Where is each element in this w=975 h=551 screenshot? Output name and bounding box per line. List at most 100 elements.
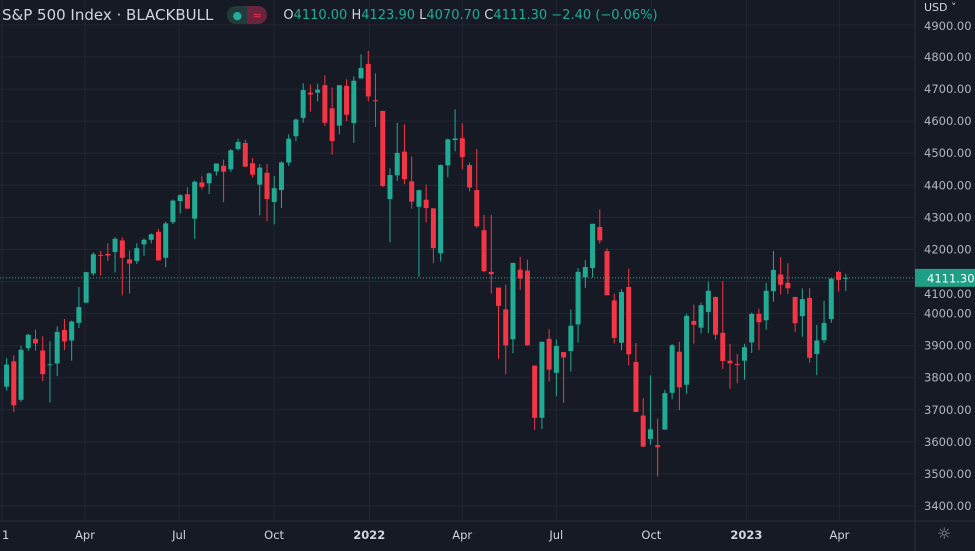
candle-body: [524, 270, 530, 346]
candle-down: [423, 184, 429, 223]
candle-body: [47, 364, 53, 366]
candle-body: [459, 138, 465, 158]
candle-body: [561, 352, 567, 358]
candle-up: [170, 199, 176, 225]
candle-up: [235, 138, 241, 151]
y-tick-label: 4500.00: [924, 146, 972, 160]
y-tick-label: 4100.00: [924, 287, 972, 301]
candle-body: [741, 347, 747, 361]
candle-up: [18, 345, 24, 402]
candle-body: [322, 85, 328, 123]
candle-body: [250, 163, 256, 175]
candle-body: [720, 332, 726, 362]
candle-up: [647, 375, 653, 445]
candle-body: [474, 190, 480, 227]
candle-up: [416, 190, 422, 277]
candle-down: [344, 79, 350, 122]
candle-body: [387, 175, 393, 200]
candle-down: [430, 208, 436, 264]
candle-up: [510, 262, 516, 354]
candle-body: [553, 345, 559, 373]
candle-down: [481, 214, 487, 273]
candle-down: [155, 228, 161, 261]
candle-body: [539, 341, 545, 418]
candle-body: [83, 272, 89, 303]
candle-up: [112, 237, 118, 273]
candle-up: [177, 194, 183, 214]
ohlc-values: O4110.00 H4123.90 L4070.70 C4111.30 −2.4…: [283, 8, 657, 23]
candle-body: [647, 429, 653, 439]
x-tick-label: Oct: [641, 528, 661, 542]
open-label: O: [283, 7, 294, 23]
close-value: 4111.30: [493, 7, 548, 23]
high-label: H: [351, 7, 362, 23]
candle-body: [336, 85, 342, 126]
low-label: L: [419, 7, 427, 23]
candle-down: [691, 304, 697, 344]
candle-up: [134, 243, 140, 264]
candle-body: [98, 254, 104, 256]
candle-down: [40, 336, 46, 382]
candle-body: [11, 361, 17, 406]
candle-down: [503, 284, 509, 375]
candle-down: [756, 308, 762, 351]
visibility-toggle[interactable]: ● ≈: [227, 6, 268, 24]
x-tick-label: Jul: [548, 528, 563, 542]
candle-up: [300, 83, 306, 123]
candle-body: [61, 329, 67, 342]
candle-up: [278, 161, 284, 209]
candle-up: [47, 341, 53, 403]
candle-up: [438, 164, 444, 262]
candle-body: [488, 271, 494, 275]
wave-icon[interactable]: ≈: [247, 6, 268, 24]
candle-down: [184, 187, 190, 209]
last-price-badge: [915, 268, 975, 287]
high-value: 4123.90: [361, 7, 415, 23]
x-tick-label: 2023: [730, 528, 762, 542]
candle-up: [684, 313, 690, 394]
candle-down: [524, 259, 530, 346]
candle-body: [727, 360, 733, 364]
candle-down: [611, 293, 617, 344]
candle-down: [546, 329, 552, 382]
candle-body: [749, 313, 755, 343]
candle-up: [749, 312, 755, 354]
candle-body: [568, 325, 574, 352]
symbol-title[interactable]: S&P 500 Index · BLACKBULL: [2, 6, 214, 24]
candle-up: [76, 286, 82, 328]
candle-down: [785, 263, 791, 294]
candle-body: [481, 230, 487, 272]
gear-icon[interactable]: ☼: [937, 524, 952, 543]
currency-selector[interactable]: USD ˅: [924, 1, 957, 14]
candle-body: [409, 181, 415, 202]
dot-icon[interactable]: ●: [227, 6, 248, 24]
candle-body: [134, 248, 140, 261]
candle-body: [756, 313, 762, 323]
candle-body: [676, 351, 682, 388]
open-value: 4110.00: [293, 7, 348, 23]
candle-body: [423, 199, 429, 209]
y-tick-label: 3900.00: [924, 339, 972, 353]
y-tick-label: 4400.00: [924, 178, 972, 192]
candle-body: [257, 167, 263, 185]
candle-body: [192, 181, 198, 219]
candle-up: [358, 54, 364, 79]
y-tick-label: 4700.00: [924, 82, 972, 96]
candle-body: [496, 287, 502, 306]
candle-up: [163, 221, 169, 268]
candle-down: [561, 352, 567, 403]
candle-body: [843, 277, 849, 279]
x-tick-label: Apr: [75, 528, 95, 542]
candle-body: [799, 299, 805, 317]
candle-body: [206, 173, 212, 184]
candle-body: [40, 350, 46, 375]
candle-down: [626, 268, 632, 366]
candle-body: [119, 240, 125, 258]
candle-up: [669, 344, 675, 400]
candle-body: [307, 92, 313, 95]
candle-up: [582, 260, 588, 288]
candle-up: [54, 326, 60, 377]
low-value: 4070.70: [426, 7, 481, 23]
candle-up: [770, 251, 776, 302]
